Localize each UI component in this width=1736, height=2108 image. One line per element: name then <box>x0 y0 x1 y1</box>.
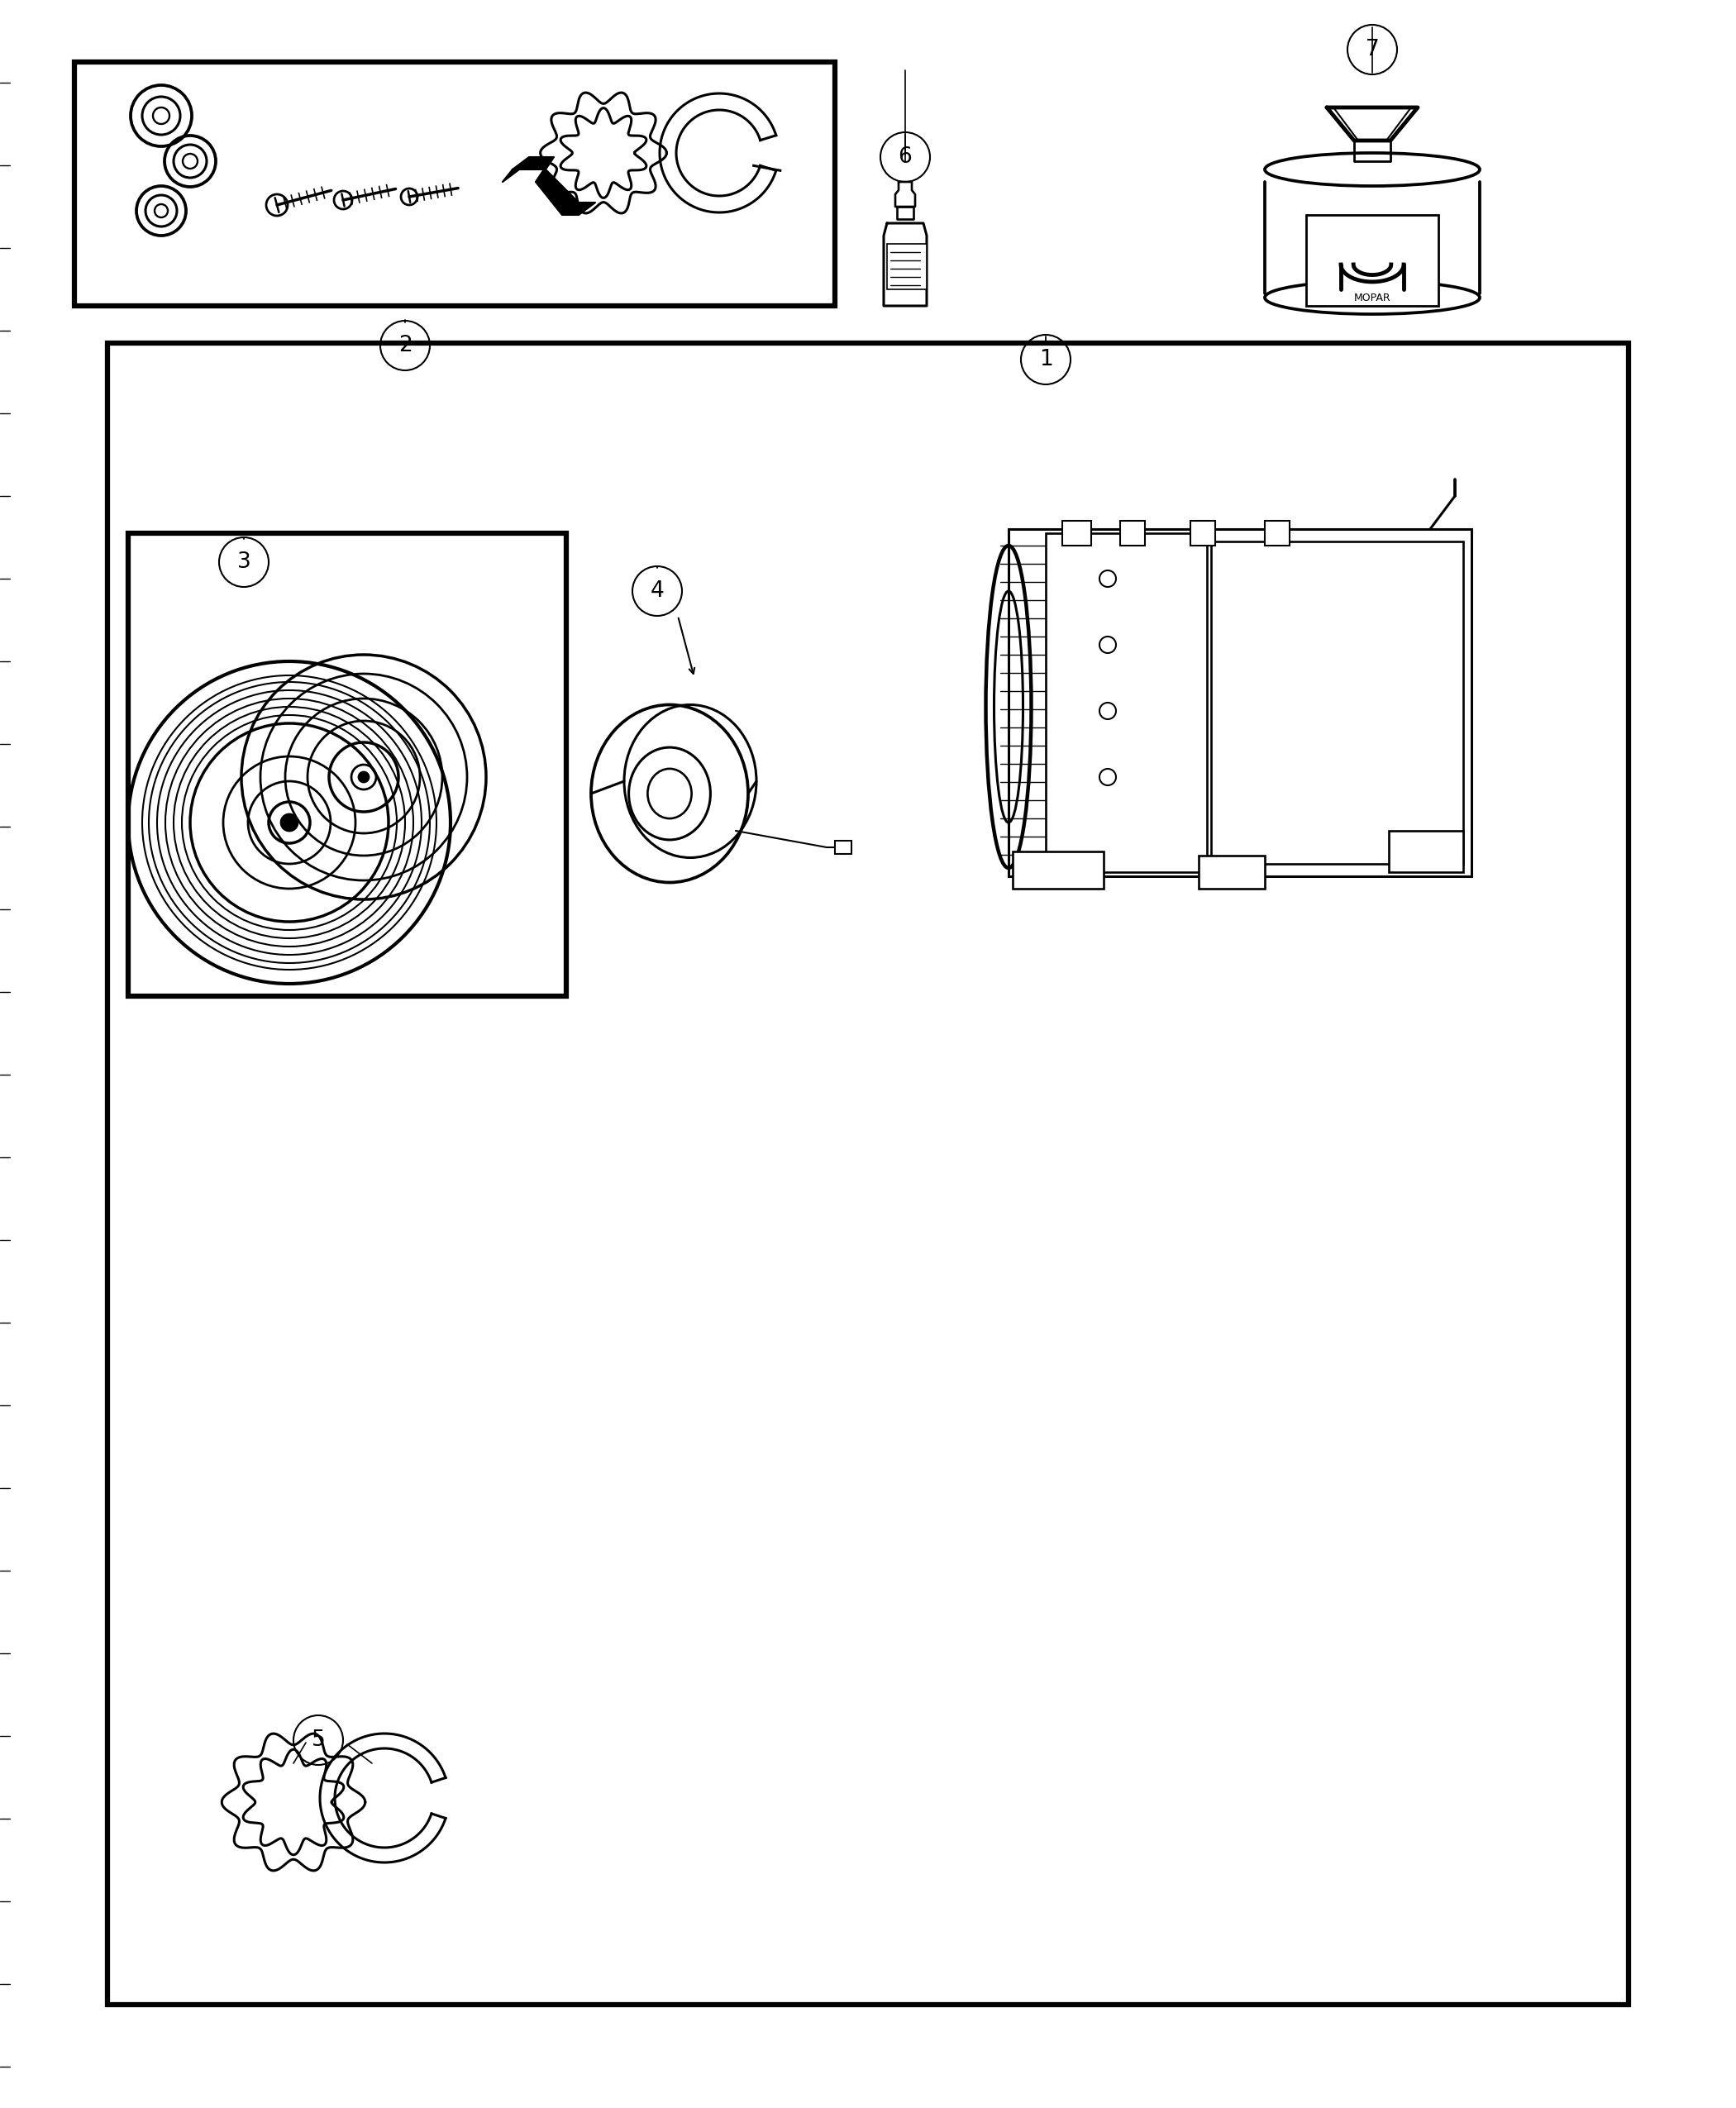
Bar <box>1009 529 1472 877</box>
Text: 2: 2 <box>398 335 411 356</box>
Bar <box>1120 521 1146 546</box>
Polygon shape <box>1326 108 1418 141</box>
Bar <box>835 841 851 854</box>
Text: 7: 7 <box>1364 38 1378 61</box>
Bar <box>75 61 835 306</box>
Polygon shape <box>896 181 915 207</box>
Circle shape <box>359 772 368 782</box>
Bar <box>1207 542 1463 864</box>
Text: 1: 1 <box>1038 348 1052 371</box>
Circle shape <box>281 814 297 831</box>
Bar <box>108 344 1628 2005</box>
Bar <box>1191 521 1215 546</box>
Text: 6: 6 <box>898 145 911 169</box>
Bar <box>1045 533 1212 873</box>
Polygon shape <box>503 158 595 215</box>
Text: MOPAR: MOPAR <box>1354 293 1391 304</box>
Text: 3: 3 <box>236 552 250 573</box>
Text: 4: 4 <box>651 580 665 601</box>
Bar <box>1062 521 1092 546</box>
Bar <box>1198 856 1266 890</box>
Polygon shape <box>898 207 913 219</box>
Bar <box>887 245 927 289</box>
Bar <box>128 533 566 997</box>
Bar <box>1305 215 1439 306</box>
Polygon shape <box>884 223 927 306</box>
Text: 5: 5 <box>311 1729 325 1752</box>
Bar <box>1389 831 1463 873</box>
Polygon shape <box>1354 141 1391 160</box>
Bar <box>1266 521 1290 546</box>
Bar <box>1012 852 1104 890</box>
